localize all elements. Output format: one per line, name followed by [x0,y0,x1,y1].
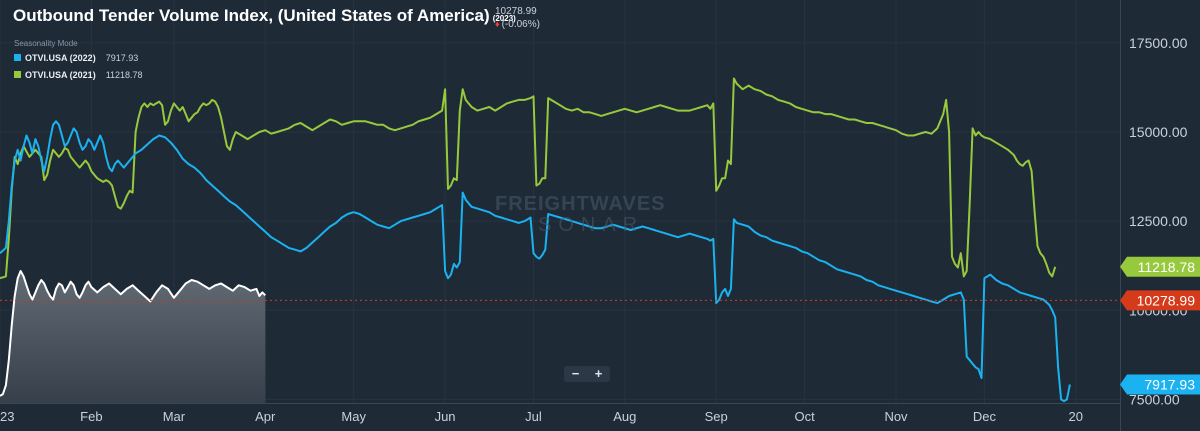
change-value: (-0.06%) [501,19,540,30]
x-tick-label: 20 [1069,409,1083,424]
chart-grid [0,0,1121,431]
title-year: (2023) [492,14,516,23]
x-tick-label: Sep [705,409,728,424]
price-label: 11218.78 [1120,256,1200,277]
x-tick-label: Apr [255,409,276,424]
x-tick-label: May [341,409,366,424]
zoom-in-button[interactable]: + [594,366,603,381]
title-text: Outbound Tender Volume Index, (United St… [13,6,490,25]
watermark-line1: FREIGHTWAVES [495,193,666,215]
x-axis: 23 Feb Mar Apr May Jun Jul Aug Sep Oct Nov Dec 20 [0,409,1083,424]
down-arrow-icon: ♦ [495,19,500,29]
price-label-bg [1120,374,1200,395]
y-tick-label: 15000.00 [1129,124,1188,140]
watermark-line2: SONAR [538,214,645,236]
x-tick-label: Jun [435,409,456,424]
x-tick-label: 23 [0,409,14,424]
x-tick-label: Oct [795,409,816,424]
price-label-bg [1120,256,1200,277]
x-tick-label: Mar [163,409,186,424]
x-tick-label: Aug [613,409,636,424]
y-tick-label: 12500.00 [1129,213,1188,229]
series-line-otvi-usa-2021- [0,77,1057,280]
page-title: Outbound Tender Volume Index, (United St… [13,6,516,26]
legend-item-2022[interactable]: OTVI.USA (2022) 7917.93 [14,53,138,63]
chart-lines [0,77,1071,403]
legend-item-2021[interactable]: OTVI.USA (2021) 11218.78 [14,70,143,80]
zoom-control: − + [564,366,610,382]
legend-series-name: OTVI.USA (2022) [25,53,96,63]
price-label: 7917.93 [1120,374,1200,395]
chart-areas [0,271,266,403]
y-tick-label: 17500.00 [1129,35,1188,51]
series-line-otvi-usa-2023- [0,270,266,397]
legend-swatch [14,54,21,61]
x-tick-label: Feb [80,409,102,424]
watermark: FREIGHTWAVES SONAR [495,193,666,237]
series-area-2023 [0,271,266,403]
x-tick-label: Dec [973,409,997,424]
change-row: ♦ (-0.06%) [495,18,540,31]
legend-series-value: 11218.78 [105,70,143,80]
series-line-otvi-usa-2022- [0,120,1071,403]
price-label-text: 7917.93 [1144,377,1195,393]
legend-series-value: 7917.93 [105,53,139,63]
seasonality-mode-label: Seasonality Mode [14,39,78,48]
last-value-box: 10278.99 ♦ (-0.06%) [495,6,540,31]
legend-series-name: OTVI.USA (2021) [25,70,96,80]
legend-swatch [14,71,21,78]
zoom-out-button[interactable]: − [571,366,580,381]
price-label-text: 11218.78 [1138,259,1196,275]
y-tick-label: 7500.00 [1129,391,1180,407]
x-tick-label: Nov [884,409,908,424]
last-value: 10278.99 [495,6,537,17]
price-labels: 11218.78 10278.99 7917.93 [1120,256,1200,395]
x-tick-label: Jul [525,409,542,424]
price-label-bg [1120,290,1200,311]
price-label-text: 10278.99 [1137,292,1196,308]
price-label: 10278.99 [1120,290,1200,311]
